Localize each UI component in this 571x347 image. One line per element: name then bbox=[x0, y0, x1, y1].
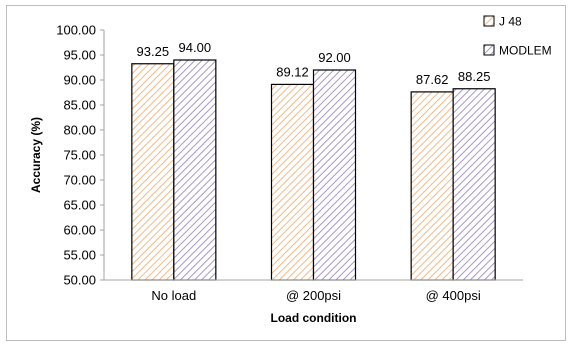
legend: J 48 MODLEM bbox=[483, 15, 552, 58]
legend-label: MODLEM bbox=[499, 44, 552, 58]
x-tick-label: No load bbox=[151, 288, 196, 303]
y-tick-label: 50.00 bbox=[63, 273, 96, 288]
data-label: 94.00 bbox=[179, 40, 212, 55]
y-axis-title: Accuracy (%) bbox=[29, 117, 43, 193]
y-tick-label: 95.00 bbox=[63, 48, 96, 63]
data-label: 93.25 bbox=[137, 44, 170, 59]
x-axis-title: Load condition bbox=[271, 311, 357, 325]
bar-j-48-2 bbox=[410, 91, 454, 281]
bar-j-48-1 bbox=[270, 83, 315, 281]
bar-j-48-0 bbox=[131, 63, 175, 281]
legend-label: J 48 bbox=[499, 15, 522, 29]
y-tick-label: 80.00 bbox=[63, 123, 96, 138]
data-label: 88.25 bbox=[458, 69, 491, 84]
legend-swatch bbox=[483, 15, 495, 27]
x-tick-label: @ 400psi bbox=[426, 288, 481, 303]
x-axis-ticks: No load @ 200psi @ 400psi bbox=[151, 288, 480, 303]
bars-group: 93.25 94.00 89.12 92.00 87.62 88.25 bbox=[131, 40, 496, 281]
legend-swatch bbox=[483, 44, 495, 56]
y-tick-label: 100.00 bbox=[56, 23, 96, 38]
y-tick-label: 90.00 bbox=[63, 73, 96, 88]
y-tick-label: 75.00 bbox=[63, 148, 96, 163]
y-tick-label: 70.00 bbox=[63, 173, 96, 188]
y-tick-label: 65.00 bbox=[63, 198, 96, 213]
y-tick-label: 60.00 bbox=[63, 223, 96, 238]
data-label: 89.12 bbox=[276, 64, 309, 79]
y-tick-label: 85.00 bbox=[63, 98, 96, 113]
y-axis-ticks: 50.00 55.00 60.00 65.00 70.00 75.00 80.00 85.00… bbox=[56, 23, 104, 288]
y-tick-label: 55.00 bbox=[63, 248, 96, 263]
bar-modlem-1 bbox=[312, 69, 357, 281]
data-label: 87.62 bbox=[416, 72, 449, 87]
bar-modlem-0 bbox=[173, 59, 217, 281]
data-label: 92.00 bbox=[318, 50, 351, 65]
x-tick-label: @ 200psi bbox=[286, 288, 341, 303]
bar-modlem-2 bbox=[452, 88, 496, 281]
